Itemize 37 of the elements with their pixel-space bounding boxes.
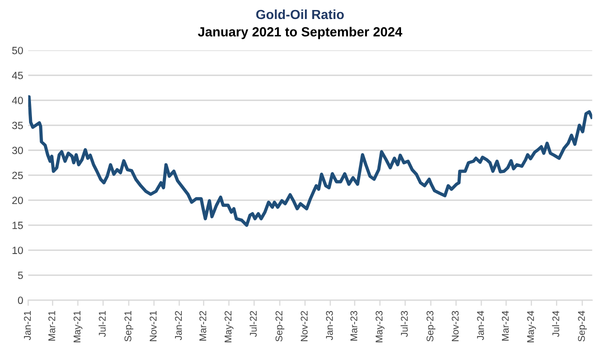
y-tick-label: 35 [12, 122, 23, 130]
x-tick-label: Jan-21 [24, 311, 31, 340]
x-tick-label: Jul-21 [98, 311, 106, 337]
chart-subtitle: January 2021 to September 2024 [198, 26, 402, 40]
x-tick-label: Mar-22 [199, 311, 206, 341]
y-tick-label: 5 [18, 272, 23, 280]
y-tick-label: 0 [18, 296, 23, 304]
x-tick-label: May-24 [527, 310, 536, 342]
x-tick-label: Nov-23 [452, 310, 459, 342]
x-tick-label: Sep-21 [124, 311, 134, 342]
y-tick-label: 40 [12, 96, 23, 104]
x-tick-label: Mar-23 [350, 310, 358, 341]
x-tick-label: Mar-24 [502, 310, 509, 341]
x-tick-label: May-23 [376, 310, 384, 342]
line-series [28, 95, 592, 227]
x-tick-label: Jul-24 [552, 310, 560, 337]
y-tick-label: 10 [12, 246, 23, 254]
x-tick-label: May-21 [74, 311, 82, 342]
y-tick-label: 30 [12, 146, 23, 154]
x-tick-label: Mar-21 [48, 311, 56, 341]
x-tick-label: Nov-21 [150, 311, 157, 342]
y-tick-label: 20 [12, 196, 23, 204]
y-tick-label: 50 [12, 46, 23, 54]
x-tick-label: Sep-22 [276, 311, 284, 342]
x-tick-label: Jan-24 [477, 310, 484, 340]
x-tick-label: Sep-24 [578, 310, 587, 342]
x-tick-label: Sep-23 [426, 310, 436, 342]
x-tick-label: Jul-22 [250, 311, 257, 337]
x-tick-label: May-22 [224, 311, 234, 342]
x-tick-label: Jan-22 [174, 311, 182, 340]
y-tick-label: 25 [12, 172, 23, 180]
x-tick-label: Jul-23 [400, 310, 408, 337]
x-tick-label: Nov-22 [300, 311, 308, 342]
y-tick-label: 15 [12, 222, 23, 230]
chart-title: Gold-Oil Ratio [256, 9, 344, 20]
y-tick-label: 45 [12, 72, 23, 80]
x-tick-label: Jan-23 [326, 310, 333, 340]
